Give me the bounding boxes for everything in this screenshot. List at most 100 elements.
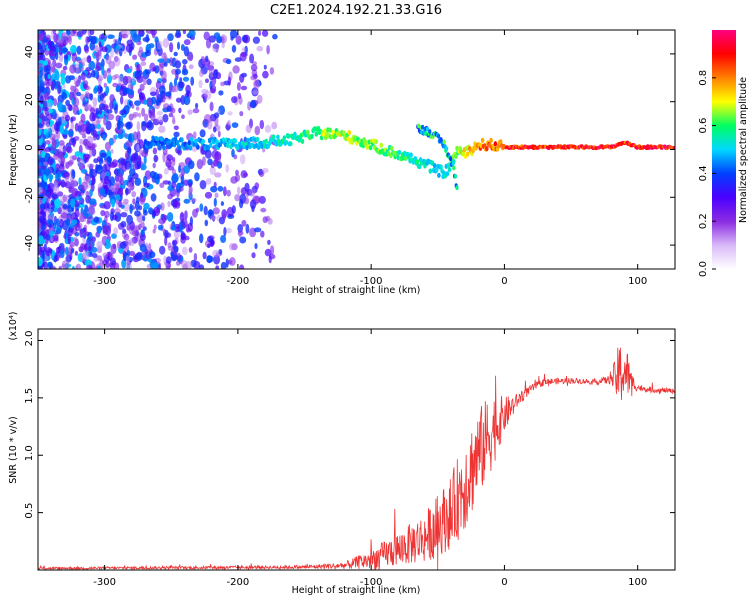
spectrogram-cell	[104, 175, 110, 185]
spectrogram-cell	[203, 31, 210, 41]
spectrogram-cell	[162, 180, 170, 185]
spectrogram-cell	[209, 166, 216, 175]
spectrogram-cell	[46, 197, 50, 203]
spectrogram-cell	[215, 265, 220, 269]
spectrogram-cell	[252, 36, 260, 44]
spectrogram-cell	[135, 106, 140, 111]
spectrogram-cell	[102, 134, 106, 141]
spectrogram-cell	[48, 50, 54, 57]
spectrogram-cell	[172, 85, 179, 93]
spectrogram-cell	[236, 186, 241, 195]
spectrogram-cell	[173, 131, 180, 138]
spectrogram-cell	[86, 135, 94, 147]
spectrogram-cell	[109, 252, 114, 259]
spectrogram-cell	[203, 114, 212, 124]
spectrogram-cell	[88, 123, 96, 132]
spectrogram-cell	[52, 98, 58, 107]
spectrogram-cell	[177, 148, 183, 156]
snr-frame	[37, 328, 676, 571]
spectrogram-cell	[173, 51, 178, 57]
spectrogram-cell	[267, 218, 273, 225]
ridge-cell	[233, 138, 237, 144]
spectrogram-cell	[223, 186, 227, 197]
ridge-cell	[284, 139, 289, 145]
spectrogram-cell	[166, 105, 172, 112]
ridge-cell	[323, 128, 327, 134]
spectrogram-cell	[47, 192, 53, 200]
spectrogram-cell	[125, 121, 132, 130]
spectrogram-cell	[136, 40, 142, 46]
spectrogram-cell	[120, 158, 126, 166]
spectrogram-cell	[43, 168, 51, 176]
spectrogram-cell	[47, 73, 51, 80]
spectrogram-cell	[40, 180, 48, 189]
spectrogram-cell	[231, 205, 236, 214]
spectrogram-cell	[47, 261, 53, 269]
spectrogram-cell	[89, 238, 95, 248]
spectrogram-cell	[62, 65, 68, 71]
spectrogram-cell	[249, 100, 257, 109]
spectrogram-cell	[73, 77, 82, 87]
spectrogram-cell	[72, 237, 78, 242]
spectrogram-cell	[125, 153, 130, 160]
spectrogram-cell	[136, 121, 140, 132]
spectrogram-cell	[222, 213, 227, 221]
spectrogram-cell	[98, 107, 103, 115]
spectrogram-cell	[79, 108, 83, 114]
spectrogram-cell	[261, 167, 269, 174]
spectrogram-cell	[195, 207, 200, 213]
spectrogram-cell	[135, 196, 140, 204]
ridge-cell	[493, 141, 498, 147]
spectrogram-cell	[50, 201, 55, 210]
spectrogram-cell	[42, 189, 46, 196]
spectrogram-cell	[142, 215, 146, 222]
spectrogram-cell	[69, 175, 74, 184]
snr-y-tick-label: 2.0	[24, 331, 35, 347]
spectrogram-cell	[113, 169, 119, 175]
spectrogram-cell	[244, 197, 250, 205]
spectrogram-cell	[138, 70, 143, 76]
spectrogram-cell	[167, 165, 175, 171]
spectrogram-cell	[213, 254, 221, 265]
spectrogram-cell	[123, 202, 130, 212]
spectrogram-cell	[236, 82, 241, 91]
spectrogram-cell	[195, 102, 199, 109]
spectrogram-cell	[183, 198, 191, 204]
spectrogram-cell	[68, 104, 73, 112]
spectrogram-cell	[218, 90, 224, 96]
spectrogram-cell	[159, 245, 166, 255]
ridge-cell	[489, 137, 493, 143]
spectrogram-cell	[232, 65, 240, 74]
spectrogram-cell	[230, 30, 238, 39]
ridge-cell	[374, 139, 378, 145]
spectrogram-cell	[204, 191, 213, 199]
spectrogram-cell	[105, 120, 112, 131]
spectrogram-cell	[110, 48, 114, 58]
spectrogram-cell	[122, 228, 127, 234]
spectrogram-cell	[78, 62, 83, 70]
snr-x-tick-label: -300	[93, 577, 116, 588]
spectrogram-cell	[199, 129, 206, 138]
spectrogram-cell	[182, 59, 188, 65]
spectrogram-cell	[68, 34, 72, 45]
spectrogram-cell	[162, 37, 170, 48]
spectrogram-cell	[41, 150, 46, 158]
spectrogram-cell	[138, 223, 142, 231]
spectrogram-cell	[38, 123, 44, 129]
spectrogram-cell	[109, 257, 116, 266]
colorbar-tick-label: 0.6	[698, 118, 709, 134]
spectrogram-cell	[99, 187, 106, 196]
figure-title: C2E1.2024.192.21.33.G16	[270, 3, 442, 18]
ridge-cell	[485, 146, 489, 152]
spectrogram-cell	[57, 84, 62, 95]
spectrogram-cell	[60, 213, 67, 219]
spectrogram-cell	[71, 265, 75, 269]
spectrogram-cell	[111, 214, 118, 221]
spectrogram-cell	[113, 38, 119, 43]
spectrogram-cell	[204, 90, 212, 100]
spectrogram-x-tick-label: -200	[227, 276, 250, 287]
ridge-cell	[454, 153, 458, 159]
spectrogram-cell	[46, 113, 53, 121]
ridge-cell	[246, 137, 250, 143]
spectrogram-cell	[199, 69, 204, 78]
